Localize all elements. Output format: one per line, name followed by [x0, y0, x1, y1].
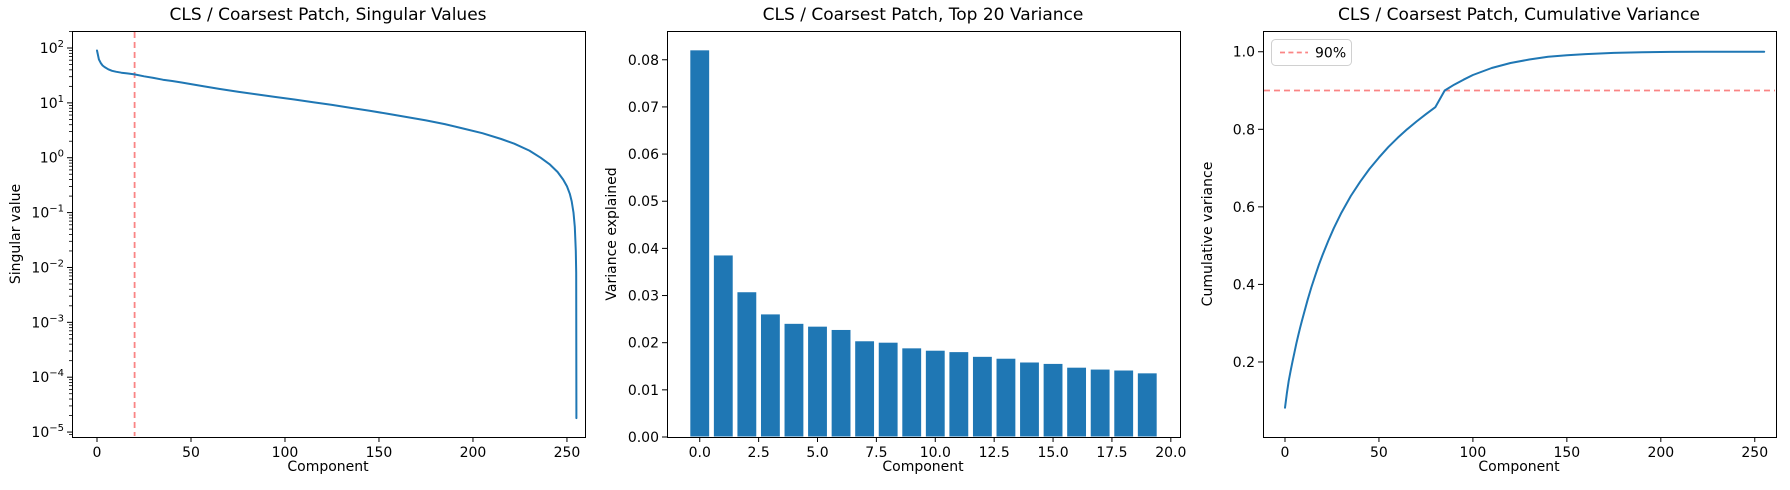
svg-text:20.0: 20.0: [1155, 445, 1186, 461]
svg-text:100: 100: [272, 445, 299, 461]
svg-text:10.0: 10.0: [920, 445, 951, 461]
svg-text:200: 200: [460, 445, 487, 461]
legend-label-90pct: 90%: [1315, 46, 1346, 62]
plot-title: CLS / Coarsest Patch, Cumulative Varianc…: [1338, 5, 1700, 25]
svg-text:0.04: 0.04: [628, 241, 659, 257]
svg-text:250: 250: [1741, 445, 1768, 461]
legend: 90%: [1271, 39, 1352, 66]
svg-text:0.03: 0.03: [628, 289, 659, 305]
svg-text:1.0: 1.0: [1233, 45, 1255, 61]
svg-text:0.4: 0.4: [1233, 277, 1255, 293]
x-axis-label: Component: [287, 459, 369, 475]
svg-text:150: 150: [366, 445, 393, 461]
x-axis-label: Component: [1478, 459, 1560, 475]
x-axis-label: Component: [882, 459, 964, 475]
svg-text:15.0: 15.0: [1037, 445, 1068, 461]
svg-text:0: 0: [93, 445, 102, 461]
svg-text:0.6: 0.6: [1233, 200, 1255, 216]
svg-text:17.5: 17.5: [1096, 445, 1127, 461]
svg-text:0.08: 0.08: [628, 53, 659, 69]
svg-text:0.2: 0.2: [1233, 355, 1255, 371]
svg-text:0.0: 0.0: [689, 445, 711, 461]
svg-text:0.00: 0.00: [628, 430, 659, 446]
svg-text:7.5: 7.5: [865, 445, 887, 461]
plot-title: CLS / Coarsest Patch, Top 20 Variance: [762, 5, 1084, 25]
svg-text:250: 250: [554, 445, 581, 461]
svg-text:0.05: 0.05: [628, 194, 659, 210]
svg-text:0.8: 0.8: [1233, 122, 1255, 138]
svg-text:150: 150: [1553, 445, 1580, 461]
svg-text:0.06: 0.06: [628, 147, 659, 163]
svg-text:0: 0: [1281, 445, 1290, 461]
svg-text:2.5: 2.5: [747, 445, 769, 461]
svg-text:12.5: 12.5: [979, 445, 1010, 461]
svg-text:5.0: 5.0: [806, 445, 828, 461]
plot-title: CLS / Coarsest Patch, Singular Values: [169, 5, 487, 25]
svg-text:100: 100: [1460, 445, 1487, 461]
svg-text:0.01: 0.01: [628, 383, 659, 399]
svg-text:0.02: 0.02: [628, 336, 659, 352]
svg-text:50: 50: [182, 445, 200, 461]
svg-text:0.07: 0.07: [628, 100, 659, 116]
svg-text:50: 50: [1370, 445, 1388, 461]
svg-text:200: 200: [1647, 445, 1674, 461]
